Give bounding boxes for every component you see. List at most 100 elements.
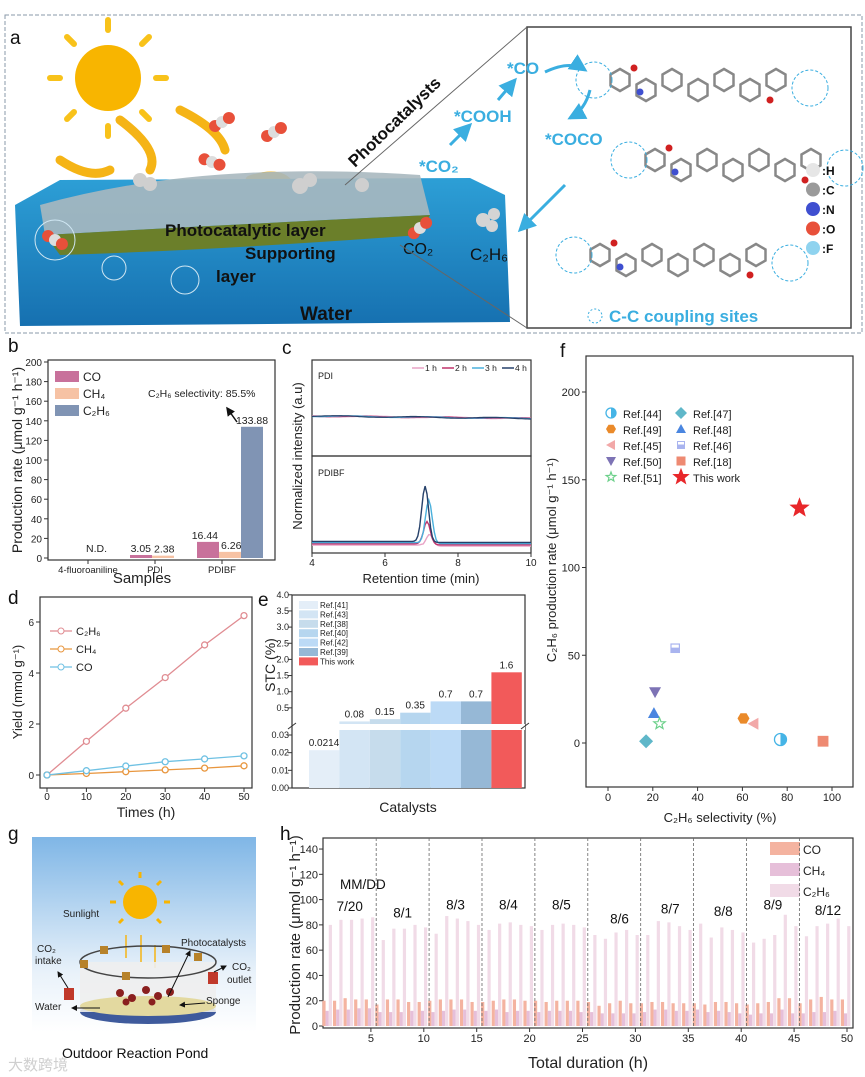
bar-Ref.[38] (369, 719, 401, 788)
y-tick-label: 2.5 (276, 638, 289, 648)
bar-C₂H₆ (773, 934, 777, 1026)
ring (745, 242, 767, 268)
panel-d-yield-chart: 0 2 4 6 0 10 20 30 40 50 C₂H₆ CH₄ CO Times (h) Yield (… (10, 596, 253, 820)
bar-CH₄ (420, 1010, 424, 1026)
y-tick-label: 200 (25, 358, 42, 369)
bar-CH₄ (695, 1009, 700, 1026)
bar-C₂H₆ (593, 934, 597, 1026)
bar-value-label: 0.15 (375, 707, 395, 718)
bar-CO (533, 1000, 538, 1026)
plot-frame-pdi (311, 359, 532, 457)
photocatalyst-beads (116, 986, 174, 1006)
data-point (240, 762, 248, 770)
bar-C₂H₆ (487, 929, 491, 1026)
reactor-caption: Outdoor Reaction Pond (62, 1045, 208, 1061)
y-tick-label: 150 (562, 475, 580, 487)
c2h6-product-icon (476, 208, 500, 232)
legend-label: C₂H₆ (76, 626, 101, 638)
bar-CO (332, 1000, 337, 1026)
bar-CO (671, 1003, 675, 1026)
bar-CO (197, 541, 219, 558)
y-tick-label: 0.00 (271, 783, 289, 793)
bar-CO (385, 999, 390, 1026)
legend-label: Ref.[45] (623, 441, 662, 453)
x-tick-label: 5 (368, 1033, 374, 1045)
date-label: 8/12 (815, 903, 841, 918)
marker-triangle-up-icon (647, 707, 660, 718)
x-axis-label: C₂H₆ selectivity (%) (664, 810, 777, 825)
atom-legend-label: :H (822, 164, 835, 178)
bar-CO (481, 1001, 485, 1026)
ring (719, 252, 741, 278)
y-tick-label: 140 (300, 844, 318, 856)
bar-C₂H₆ (572, 924, 576, 1026)
bar-CO (819, 996, 823, 1026)
supporting-layer (45, 215, 430, 255)
legend-label: Ref.[38] (320, 620, 348, 629)
legend-label: 2 h (455, 363, 467, 373)
bar-value-label: 6.26 (221, 540, 242, 552)
coupling-sites-label: C-C coupling sites (609, 307, 758, 326)
bar-CH₄ (812, 1012, 816, 1026)
bar-CO (343, 998, 347, 1026)
ring (687, 77, 709, 103)
atom-legend-swatch (806, 163, 820, 177)
nitrogen-atom (671, 168, 679, 176)
clamps (80, 945, 202, 980)
legend-label: C₂H₆ (803, 885, 830, 899)
bar-CO (830, 999, 834, 1026)
axis-break-gap (293, 724, 525, 730)
bar-CO (417, 1001, 421, 1026)
y-tick-label: 20 (306, 996, 318, 1008)
y-tick-label: 0.03 (271, 730, 289, 740)
bar-CO (565, 1000, 569, 1026)
bar-CH₄ (367, 1008, 372, 1026)
bar-value-label: 133.88 (236, 415, 268, 427)
bar-C₂H₆ (360, 918, 364, 1026)
bar-CO (428, 1000, 432, 1026)
bar-CH₄ (706, 1012, 710, 1026)
bar-CO (396, 999, 400, 1026)
sun-icon (47, 17, 169, 139)
legend-swatch (299, 638, 318, 647)
bar-CH₄ (378, 1012, 382, 1026)
data-point (82, 767, 91, 775)
y-axis-label: STC (%) (262, 638, 278, 692)
y-tick-label: 0.02 (271, 748, 289, 758)
data-point (122, 762, 130, 770)
trace-pdi-4h (311, 415, 531, 420)
bar-C₂H₆ (392, 928, 396, 1026)
co2-outlet-label-2: outlet (227, 975, 252, 986)
bar-C₂H₆ (751, 942, 756, 1026)
bar-CO (597, 1005, 601, 1026)
data-point (122, 704, 130, 712)
bar-C₂H₆ (646, 934, 650, 1026)
bar-CH₄ (399, 1012, 403, 1026)
marker-triangle-down-icon (606, 457, 616, 466)
bar-value-label: 1.6 (499, 660, 513, 671)
panel-h-stability-chart: 0 20 40 60 80 100 120 140 5 10 15 20 25 30 35 40 45 50 CO C… (287, 835, 854, 1072)
bar-C₂H₆ (349, 919, 354, 1026)
bar-CO (840, 999, 844, 1026)
bar-C₂H₆ (582, 927, 586, 1026)
legend-swatch (770, 884, 800, 897)
marker-half-square-icon (671, 644, 679, 648)
bar-C₂H₆ (424, 927, 428, 1026)
legend-label: CO (83, 370, 101, 384)
panel-a: :H:C:N:O:F a (4, 14, 864, 334)
bar-CO (407, 1001, 411, 1026)
co2-label: CO₂ (403, 241, 433, 258)
marker-triangle-up-icon (676, 424, 686, 433)
x-tick-label: 15 (471, 1033, 483, 1045)
x-tick-label: 30 (629, 1033, 641, 1045)
bar-CH₄ (611, 1013, 615, 1026)
ring (739, 77, 761, 103)
atom-legend: :H:C:N:O:F (806, 163, 835, 256)
c2h6-product-label: C₂H₆ (470, 245, 508, 264)
legend-label: Ref.[40] (320, 629, 348, 638)
panel-label-e: e (258, 590, 269, 611)
bar-CO (766, 1001, 770, 1026)
ring (609, 67, 631, 93)
marker-square-icon (817, 735, 829, 747)
x-tick-label: 8 (455, 558, 461, 569)
